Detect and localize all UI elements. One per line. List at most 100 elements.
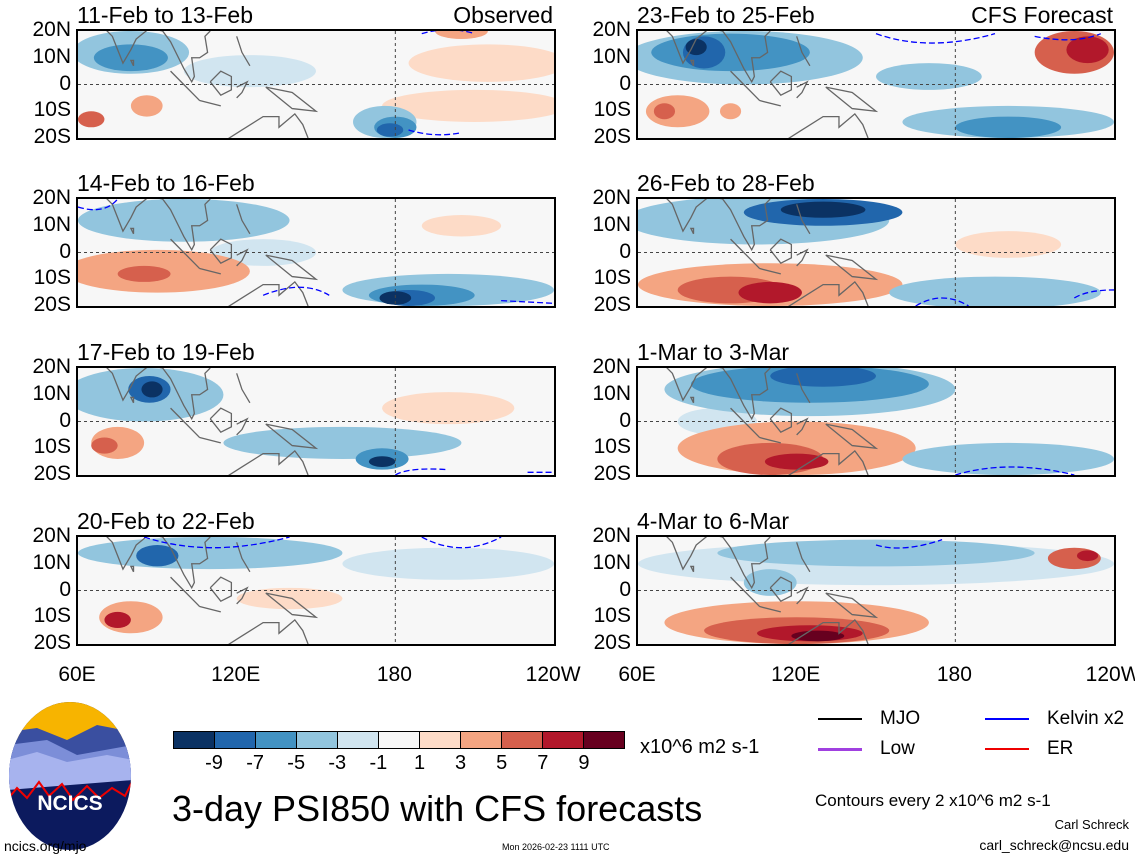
lon-label: 120W xyxy=(525,663,581,686)
lat-label: 20N xyxy=(32,186,71,209)
anomaly-region xyxy=(653,103,676,120)
anomaly-region xyxy=(117,265,171,282)
panel-date-range: 1-Mar to 3-Mar xyxy=(637,339,790,365)
lat-label: 20N xyxy=(32,18,71,41)
colorbar-swatch xyxy=(338,732,379,748)
map-panel xyxy=(76,535,556,646)
lat-label: 10S xyxy=(33,266,71,290)
lat-label: 10N xyxy=(32,212,71,236)
coastline xyxy=(99,31,316,138)
anomaly-region xyxy=(136,545,179,567)
lat-label: 10N xyxy=(592,550,631,574)
lat-label: 20S xyxy=(33,125,71,148)
coastline xyxy=(99,199,316,306)
anomaly-region xyxy=(685,39,707,56)
lat-label: 0 xyxy=(619,577,631,601)
anomaly-region xyxy=(719,103,742,120)
lat-label: 20S xyxy=(593,125,631,148)
colorbar-label: 5 xyxy=(496,752,508,774)
panel-date-range: 20-Feb to 22-Feb xyxy=(77,508,255,534)
lat-label: 20N xyxy=(592,18,631,41)
kelvin-contour xyxy=(78,199,554,303)
colorbar-label: -1 xyxy=(369,752,388,774)
panel-date-range: 4-Mar to 6-Mar xyxy=(637,508,790,534)
anomaly-region xyxy=(651,33,810,72)
legend-er: ER xyxy=(985,738,1073,760)
anomaly-region xyxy=(342,547,554,580)
colorbar-label: -7 xyxy=(246,752,264,774)
anomaly-region xyxy=(91,437,118,454)
lat-label: 10S xyxy=(33,98,71,122)
timestamp: Mon 2026-02-23 1111 UTC xyxy=(502,842,610,852)
panel-date-range: 11-Feb to 13-Feb xyxy=(77,2,254,28)
anomaly-region xyxy=(955,231,1062,258)
map-panel xyxy=(636,366,1116,477)
lon-label: 120W xyxy=(1085,663,1135,686)
kelvin-contour xyxy=(876,540,942,548)
panel-date-range: 26-Feb to 28-Feb xyxy=(637,170,815,196)
anomaly-region xyxy=(780,201,866,218)
anomaly-region xyxy=(902,442,1114,475)
colorbar-swatch xyxy=(256,732,297,748)
lat-label: 20N xyxy=(32,524,71,547)
anomaly-region xyxy=(183,55,316,88)
coastline xyxy=(659,199,876,306)
panel-date-range: 14-Feb to 16-Feb xyxy=(77,170,255,196)
colorbar-swatch xyxy=(461,732,502,748)
anomaly-region xyxy=(764,453,829,470)
legend-kelvin: Kelvin x2 xyxy=(985,708,1124,730)
anomaly-region xyxy=(421,215,502,237)
lat-label: 0 xyxy=(619,71,631,95)
lat-label: 20N xyxy=(592,186,631,209)
anomaly-region xyxy=(408,44,568,82)
colorbar-label: 3 xyxy=(455,752,467,774)
lat-label: 20N xyxy=(592,355,631,378)
anomaly-region xyxy=(141,381,163,398)
lon-label: 180 xyxy=(376,663,412,686)
lat-label: 10N xyxy=(32,550,71,574)
site-link[interactable]: ncics.org/mjo xyxy=(4,838,87,854)
figure-title: 3-day PSI850 with CFS forecasts xyxy=(172,788,703,829)
colorbar-label: 9 xyxy=(578,752,590,774)
anomaly-region xyxy=(889,276,1101,309)
lat-label: 20S xyxy=(593,631,631,654)
map-panel xyxy=(624,29,1116,140)
anomaly-region xyxy=(1076,550,1099,562)
lat-label: 20S xyxy=(33,631,71,654)
panel-source-tag: CFS Forecast xyxy=(971,2,1113,28)
colorbar-swatch xyxy=(584,732,624,748)
colorbar-swatch xyxy=(379,732,420,748)
colorbar-label: -3 xyxy=(328,752,347,774)
colorbar-swatch xyxy=(543,732,584,748)
colorbar-label: -9 xyxy=(205,752,223,774)
lon-label: 120E xyxy=(771,663,821,686)
lat-label: 10S xyxy=(33,435,71,459)
anomaly-region xyxy=(645,95,710,128)
colorbar-swatch xyxy=(215,732,256,748)
map-panel xyxy=(624,197,1116,309)
colorbar-swatch xyxy=(502,732,543,748)
anomaly-region xyxy=(717,539,1035,567)
coastline xyxy=(99,537,316,644)
author: Carl Schreck xyxy=(1054,817,1129,832)
lat-label: 0 xyxy=(59,577,71,601)
anomaly-region xyxy=(876,63,982,90)
coastline xyxy=(659,537,876,644)
colorbar-label: -5 xyxy=(287,752,306,774)
coastline xyxy=(99,368,316,475)
anomaly-region xyxy=(78,537,343,570)
coastline xyxy=(659,368,876,475)
legend-label: Kelvin x2 xyxy=(1047,708,1125,729)
map-panel xyxy=(64,197,556,308)
lat-label: 10N xyxy=(592,381,631,405)
map-panel xyxy=(64,366,556,477)
anomaly-region xyxy=(78,199,290,242)
lat-label: 20S xyxy=(33,462,71,485)
lon-label: 60E xyxy=(618,663,656,686)
legend-low: Low xyxy=(818,738,915,760)
lon-label: 180 xyxy=(936,663,972,686)
anomaly-region xyxy=(376,123,404,137)
anomaly-region xyxy=(791,630,845,642)
lat-label: 10N xyxy=(592,212,631,236)
